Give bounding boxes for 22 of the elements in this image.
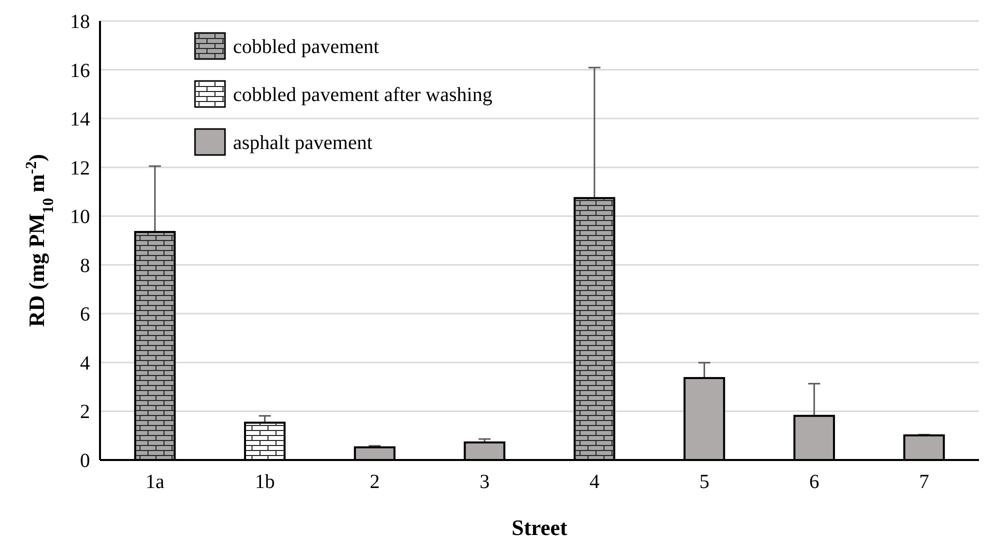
- y-tick-label: 2: [80, 401, 90, 424]
- x-tick-label: 7: [919, 471, 930, 493]
- y-tick-label: 8: [80, 254, 90, 277]
- y-tick-label: 14: [70, 108, 90, 131]
- x-tick-label: 2: [370, 471, 380, 493]
- y-tick-label: 0: [80, 450, 90, 472]
- legend-label: cobbled pavement after washing: [233, 84, 492, 106]
- legend-label: cobbled pavement: [233, 36, 380, 58]
- legend-label: asphalt pavement: [233, 132, 373, 154]
- y-tick-label: 10: [70, 206, 90, 228]
- x-tick-label: 1b: [254, 471, 275, 493]
- x-tick-label: 5: [699, 471, 710, 493]
- y-tick-label: 12: [70, 157, 90, 180]
- y-tick-label: 4: [80, 352, 90, 374]
- x-axis-title: Street: [512, 515, 568, 540]
- x-tick-label: 1a: [145, 471, 164, 493]
- x-tick-label: 4: [589, 471, 600, 493]
- x-tick-label: 3: [480, 471, 490, 493]
- x-tick-label: 6: [809, 471, 820, 493]
- y-tick-label: 16: [70, 60, 90, 82]
- y-tick-label: 18: [70, 11, 90, 33]
- y-tick-label: 6: [80, 304, 90, 326]
